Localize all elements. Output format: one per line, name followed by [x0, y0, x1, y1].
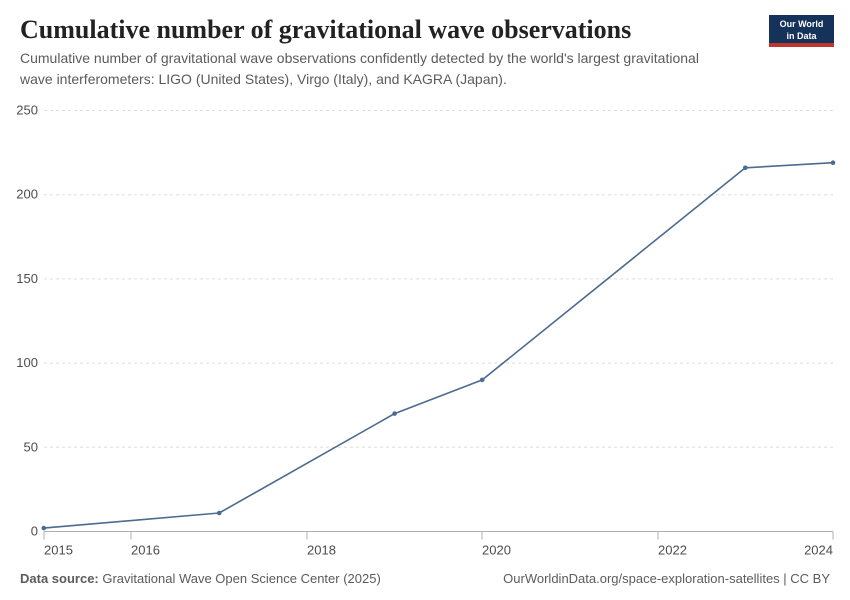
svg-text:2015: 2015	[44, 543, 73, 558]
svg-text:2016: 2016	[131, 543, 160, 558]
svg-text:150: 150	[16, 271, 38, 286]
svg-text:2018: 2018	[307, 543, 336, 558]
svg-text:2020: 2020	[482, 543, 511, 558]
svg-text:100: 100	[16, 355, 38, 370]
svg-text:0: 0	[31, 524, 38, 539]
svg-text:2024: 2024	[804, 543, 833, 558]
svg-text:200: 200	[16, 187, 38, 202]
svg-text:50: 50	[24, 439, 38, 454]
svg-text:2022: 2022	[658, 543, 687, 558]
svg-text:250: 250	[16, 103, 38, 118]
